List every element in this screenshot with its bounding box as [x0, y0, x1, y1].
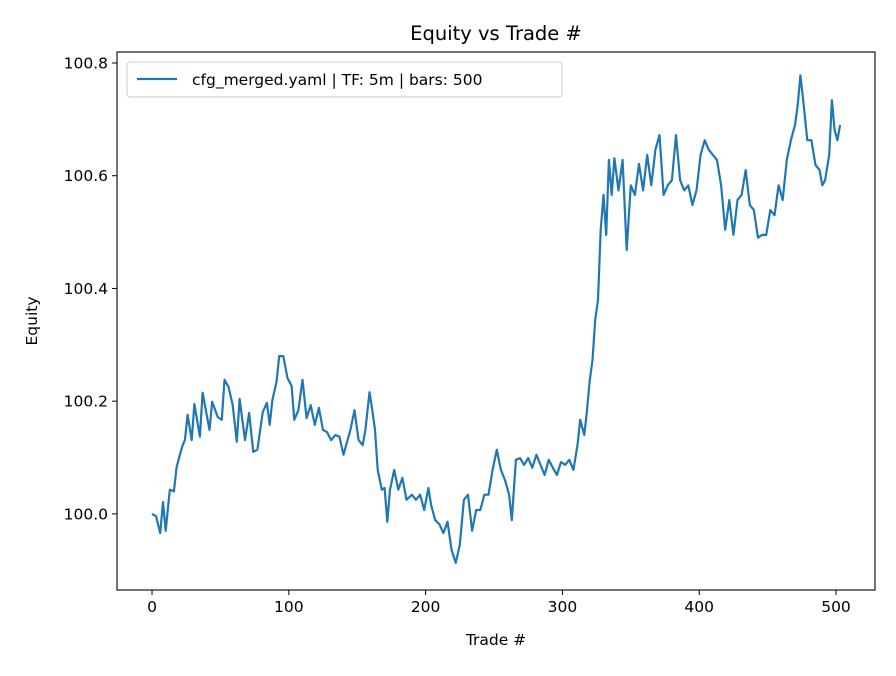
x-tick-label: 200	[411, 598, 441, 616]
y-tick-label: 100.8	[64, 54, 108, 72]
x-tick-label: 0	[147, 598, 157, 616]
legend-label: cfg_merged.yaml | TF: 5m | bars: 500	[192, 71, 482, 90]
y-tick-label: 100.6	[64, 167, 108, 185]
plot-frame	[116, 51, 876, 591]
y-tick-label: 100.2	[64, 393, 108, 411]
x-tick-label: 400	[684, 598, 714, 616]
x-tick-label: 500	[821, 598, 851, 616]
legend: cfg_merged.yaml | TF: 5m | bars: 500	[126, 61, 563, 98]
y-axis-label: Equity	[23, 296, 41, 345]
x-axis-label: Trade #	[465, 631, 526, 649]
x-tick-label: 100	[274, 598, 304, 616]
y-tick-label: 100.0	[64, 505, 108, 523]
legend-box	[126, 61, 563, 98]
chart-title: Equity vs Trade #	[410, 22, 582, 45]
equity-series-line	[151, 74, 842, 565]
y-tick-label: 100.4	[64, 280, 108, 298]
x-tick-label: 300	[548, 598, 578, 616]
